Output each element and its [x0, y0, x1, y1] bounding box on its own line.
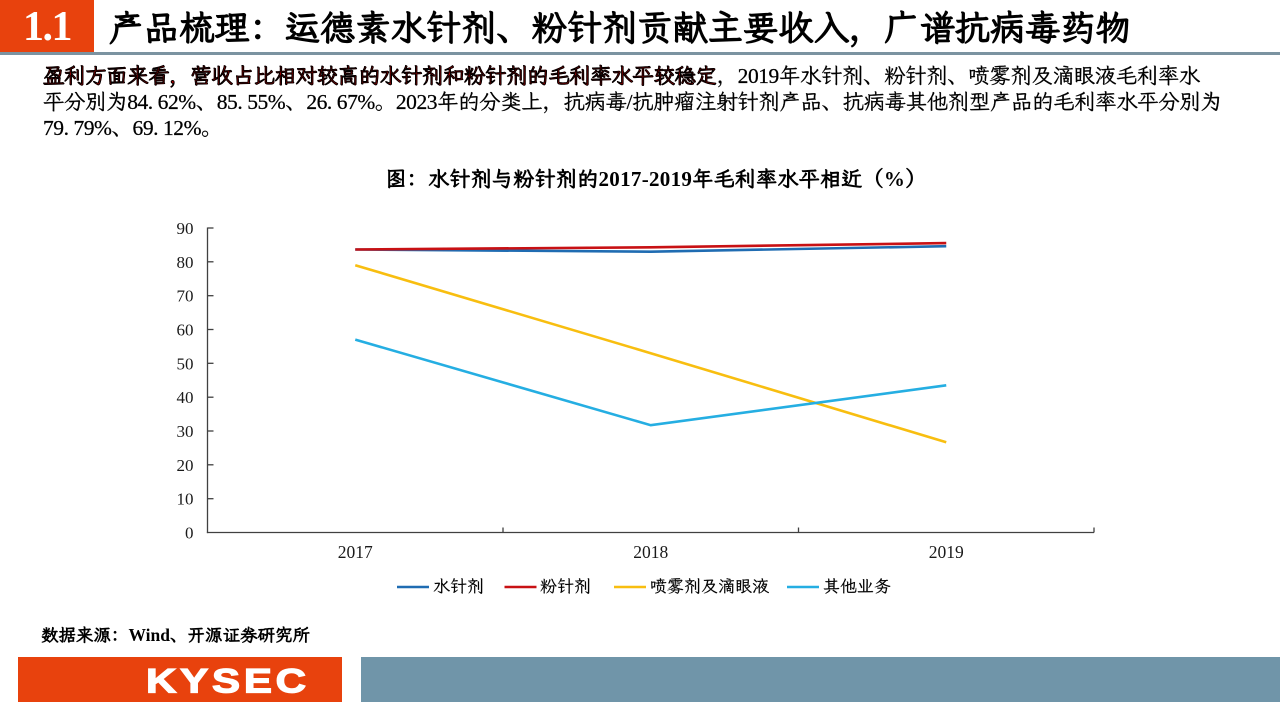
svg-text:60: 60 — [177, 321, 194, 340]
svg-text:50: 50 — [177, 354, 194, 373]
svg-text:0: 0 — [185, 524, 194, 543]
svg-text:70: 70 — [177, 287, 194, 306]
svg-text:2018: 2018 — [633, 542, 668, 562]
svg-text:40: 40 — [177, 388, 194, 407]
svg-text:20: 20 — [177, 456, 194, 475]
svg-text:10: 10 — [177, 490, 194, 509]
svg-text:30: 30 — [177, 422, 194, 441]
svg-text:2019: 2019 — [929, 542, 964, 562]
svg-text:80: 80 — [177, 253, 194, 272]
svg-text:2017: 2017 — [338, 542, 373, 562]
svg-text:90: 90 — [177, 219, 194, 238]
